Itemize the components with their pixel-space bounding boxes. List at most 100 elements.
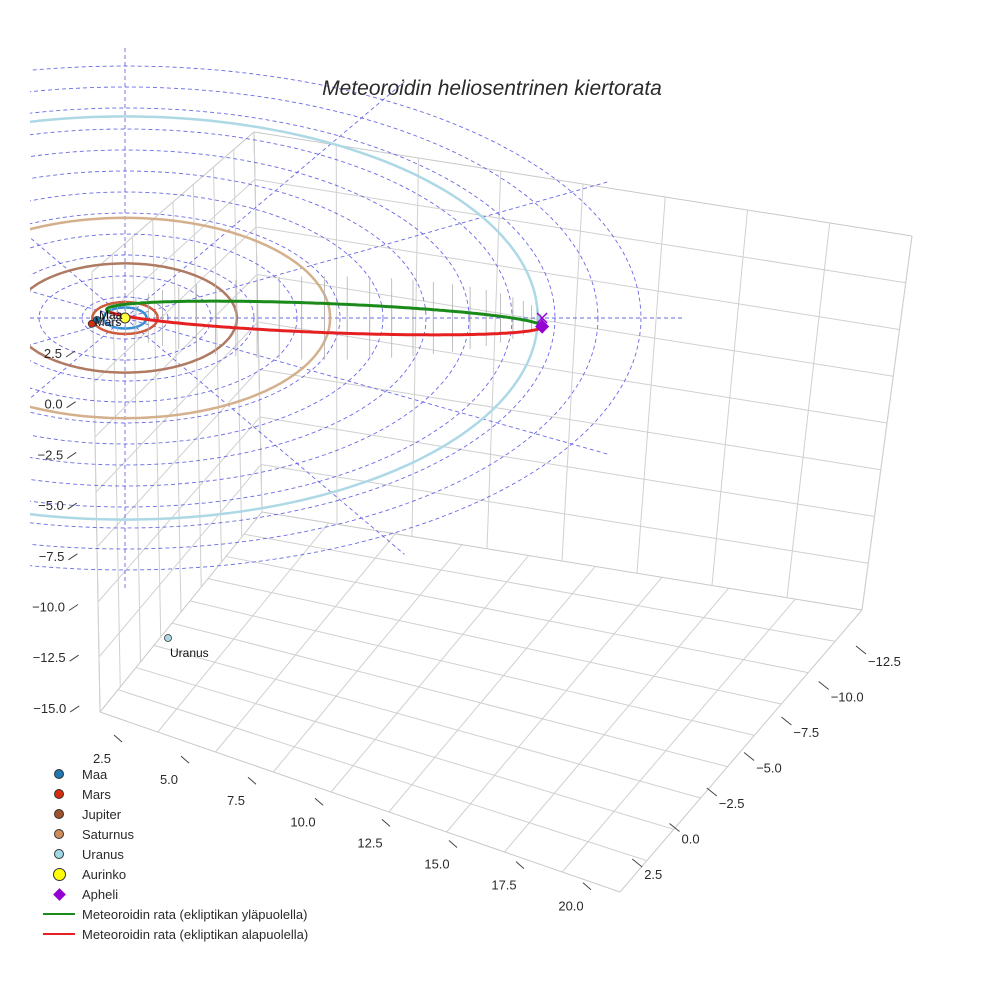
maa-marker <box>93 315 101 324</box>
x-tick-label: 20.0 <box>558 899 583 914</box>
y-tick-mark <box>743 752 755 761</box>
wall-gridline <box>255 226 900 330</box>
x-tick-label: 10.0 <box>290 814 315 829</box>
legend-swatch <box>40 844 78 864</box>
y-tick-label: −7.5 <box>793 725 819 740</box>
z-tick-mark <box>67 502 78 510</box>
legend-marker <box>54 769 64 779</box>
uranus-marker <box>164 634 172 642</box>
z-tick-label: 0.0 <box>45 397 63 412</box>
pane-edge <box>619 609 863 893</box>
orbit-uranus <box>30 115 540 521</box>
chart-title: Meteoroidin heliosentrinen kiertorata <box>322 77 662 100</box>
mars-marker <box>87 319 96 328</box>
wall-gridline <box>254 179 906 284</box>
axis-panes <box>91 131 913 893</box>
legend-swatch <box>40 924 78 944</box>
legend: Maa Mars Jupiter Saturnus Uranus Aurinko Aphel… <box>40 764 308 944</box>
y-tick-mark <box>855 645 867 655</box>
z-tick-mark <box>68 604 79 611</box>
legend-marker <box>54 809 64 819</box>
legend-item: Mars <box>40 784 308 804</box>
sun-marker <box>119 312 131 324</box>
label-mars: Mars <box>95 315 122 329</box>
y-tick-label: 2.5 <box>644 867 662 882</box>
legend-item: Jupiter <box>40 804 308 824</box>
wall-gridline <box>95 321 259 493</box>
floor-gridline <box>561 598 796 873</box>
y-tick-mark <box>631 858 643 868</box>
axis-ticks: 2.5 0.0 −2.5 −5.0 −7.5 −10.0 −12.5 −15.0 2.5 5.0 7… <box>32 346 901 914</box>
y-tick-label: −2.5 <box>719 796 745 811</box>
ecliptic-spoke <box>30 317 126 346</box>
floor-gridline <box>189 600 755 736</box>
wall-gridline <box>98 464 262 658</box>
floor-gridline <box>171 622 728 768</box>
ecliptic-spoke <box>124 317 405 555</box>
x-tick-label: 7.5 <box>227 793 245 808</box>
legend-label: Aurinko <box>82 866 127 882</box>
orbit-below-ecliptic <box>107 310 544 337</box>
legend-label: Jupiter <box>82 806 122 822</box>
legend-marker <box>52 867 66 881</box>
y-tick-mark <box>706 787 718 797</box>
x-tick-mark <box>113 734 123 743</box>
z-tick-label: −7.5 <box>39 549 65 564</box>
legend-marker <box>54 789 64 799</box>
floor-gridline <box>243 533 836 642</box>
floor-gridline <box>504 587 730 853</box>
y-tick-label: −10.0 <box>831 690 864 705</box>
ecliptic-spoke <box>124 81 405 319</box>
x-tick-label: 2.5 <box>93 751 111 766</box>
y-tick-label: −5.0 <box>756 761 782 776</box>
x-tick-label: 5.0 <box>160 772 178 787</box>
floor-gridline <box>207 578 782 705</box>
legend-item: Apheli <box>40 884 308 904</box>
z-tick-mark <box>66 401 76 409</box>
wall-gridline <box>93 226 257 383</box>
x-tick-mark <box>582 882 592 891</box>
ecliptic-spoke <box>30 290 126 319</box>
z-tick-mark <box>66 451 77 459</box>
orbit-above-ecliptic <box>105 308 111 314</box>
wall-gridline <box>97 416 261 603</box>
floor-gridline <box>135 667 674 830</box>
x-tick-label: 12.5 <box>357 835 382 850</box>
x-tick-mark <box>448 840 458 848</box>
legend-marker <box>54 829 64 839</box>
legend-marker <box>52 887 66 901</box>
label-maa: Maa <box>99 308 123 322</box>
floor-gridline <box>117 689 648 862</box>
legend-swatch <box>40 864 78 884</box>
y-tick-label: −12.5 <box>868 654 901 669</box>
orbit-saturnus <box>30 216 332 420</box>
x-tick-label: 17.5 <box>491 878 516 893</box>
legend-swatch <box>40 824 78 844</box>
wall-gridline <box>259 416 875 517</box>
wall-gridline <box>96 369 260 548</box>
floor-gridline <box>388 566 596 813</box>
x-tick-mark <box>180 755 190 764</box>
meteoroid-drop-lines <box>106 276 543 360</box>
floor-gridline <box>272 544 463 773</box>
floor-gridline <box>157 522 330 733</box>
z-tick-mark <box>69 705 80 713</box>
aphelion-projection-x <box>536 312 548 324</box>
legend-swatch <box>40 884 78 904</box>
wall-gridline <box>256 274 894 377</box>
wall-gridline <box>258 369 881 471</box>
legend-swatch <box>40 764 78 784</box>
legend-item: Maa <box>40 764 308 784</box>
legend-label: Uranus <box>82 846 124 862</box>
wall-gridline <box>94 274 258 438</box>
legend-marker <box>43 913 75 915</box>
x-tick-mark <box>381 819 391 827</box>
legend-label: Meteoroidin rata (ekliptikan alapuolella… <box>82 926 309 942</box>
legend-item: Saturnus <box>40 824 308 844</box>
z-tick-label: −12.5 <box>33 650 66 665</box>
aphelion-marker <box>535 319 550 334</box>
orbit-above-ecliptic <box>105 299 542 326</box>
z-tick-label: −10.0 <box>32 600 65 615</box>
